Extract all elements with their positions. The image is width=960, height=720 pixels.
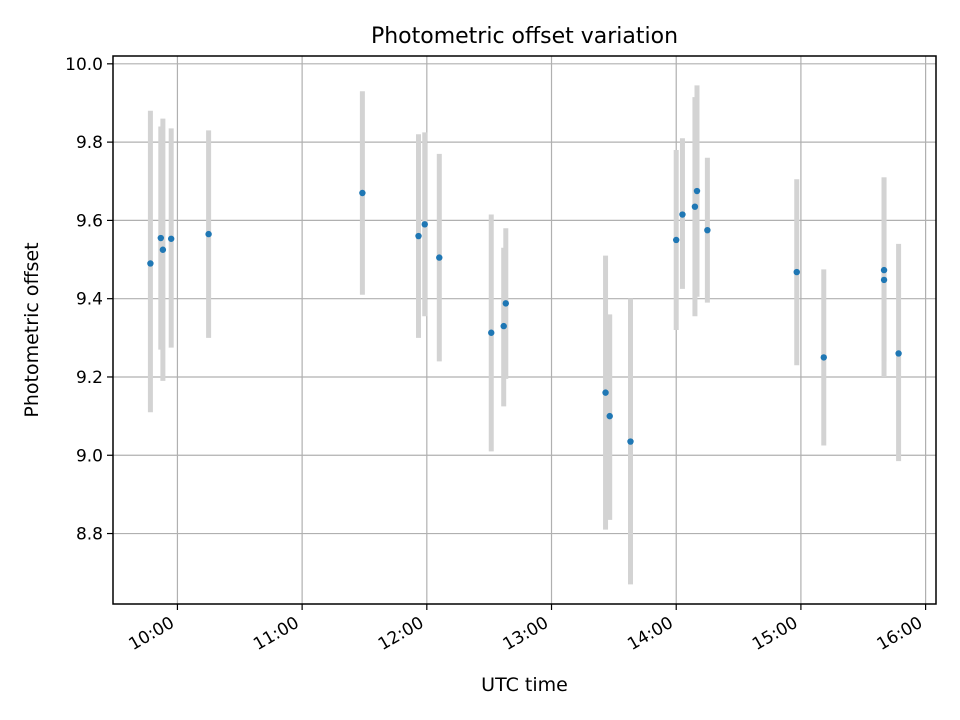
data-point — [502, 300, 509, 307]
data-point — [880, 276, 888, 284]
data-point — [820, 354, 827, 361]
data-point — [606, 412, 613, 420]
data-point — [147, 260, 154, 267]
y-tick-label: 9.4 — [76, 290, 103, 310]
y-axis: 8.8 9.0 9.2 9.4 9.6 9.8 10.0 — [65, 55, 113, 545]
x-axis-label: UTC time — [481, 674, 568, 696]
data-point — [793, 268, 800, 276]
data-point — [436, 254, 443, 261]
data-point — [673, 236, 680, 244]
data-point — [415, 232, 422, 240]
y-tick-label: 9.8 — [76, 133, 103, 153]
data-point — [895, 350, 902, 357]
data-point — [205, 230, 212, 238]
plot-frame — [112, 55, 937, 605]
data-point — [159, 246, 167, 253]
data-point — [693, 187, 701, 195]
data-point — [421, 221, 428, 228]
y-axis-label: Photometric offset — [21, 242, 43, 417]
data-point — [500, 322, 507, 330]
data-point — [880, 266, 888, 274]
y-tick-label: 9.2 — [76, 368, 103, 388]
data-point — [602, 389, 609, 396]
y-tick-label: 10.0 — [65, 55, 103, 75]
data-point — [704, 226, 711, 234]
chart-title: Photometric offset variation — [371, 24, 678, 49]
data-point — [679, 211, 686, 218]
data-point — [157, 234, 165, 242]
data-point — [359, 189, 366, 197]
data-point — [627, 438, 634, 445]
data-points — [147, 187, 902, 445]
data-point — [167, 235, 175, 242]
data-point — [488, 329, 495, 336]
y-tick-label: 8.8 — [76, 525, 103, 545]
y-tick-label: 9.6 — [76, 211, 103, 231]
y-tick-label: 9.0 — [76, 446, 103, 466]
data-point — [691, 203, 699, 210]
